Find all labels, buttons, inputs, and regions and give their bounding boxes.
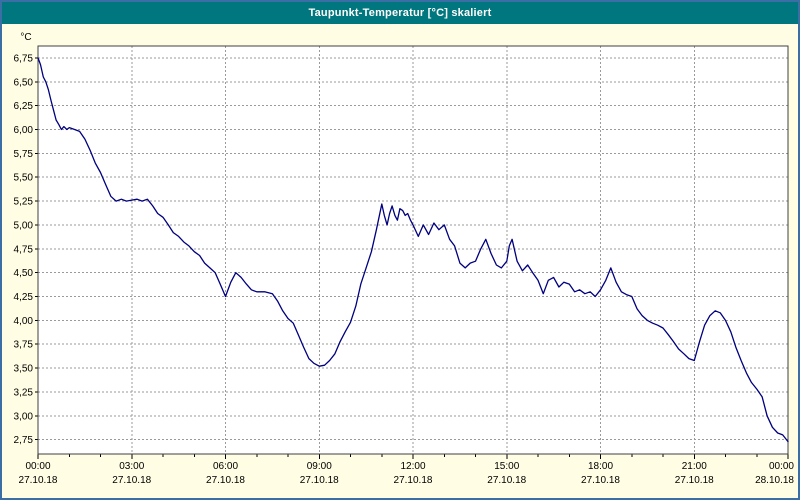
svg-text:5,00: 5,00 <box>14 220 34 231</box>
svg-text:15:00: 15:00 <box>494 461 519 472</box>
svg-text:5,25: 5,25 <box>14 197 34 208</box>
svg-text:27.10.18: 27.10.18 <box>675 475 714 486</box>
svg-text:00:00: 00:00 <box>25 461 50 472</box>
svg-text:3,50: 3,50 <box>14 364 34 375</box>
svg-text:6,25: 6,25 <box>14 101 34 112</box>
grid-lines <box>38 46 788 454</box>
svg-text:6,50: 6,50 <box>14 77 34 88</box>
svg-text:3,75: 3,75 <box>14 340 34 351</box>
svg-text:6,75: 6,75 <box>14 53 34 64</box>
svg-text:4,50: 4,50 <box>14 268 34 279</box>
svg-text:27.10.18: 27.10.18 <box>487 475 526 486</box>
svg-text:28.10.18: 28.10.18 <box>755 475 794 486</box>
svg-text:18:00: 18:00 <box>588 461 613 472</box>
svg-text:27.10.18: 27.10.18 <box>394 475 433 486</box>
svg-text:27.10.18: 27.10.18 <box>581 475 620 486</box>
svg-text:06:00: 06:00 <box>213 461 238 472</box>
svg-text:27.10.18: 27.10.18 <box>206 475 245 486</box>
svg-text:5,75: 5,75 <box>14 149 34 160</box>
axis-ticks <box>35 57 789 459</box>
svg-text:09:00: 09:00 <box>307 461 332 472</box>
svg-text:6,00: 6,00 <box>14 125 34 136</box>
svg-text:00:00: 00:00 <box>769 461 794 472</box>
plot-border <box>37 45 789 455</box>
chart-title-bar: Taupunkt-Temperatur [°C] skaliert <box>2 2 798 24</box>
svg-text:27.10.18: 27.10.18 <box>300 475 339 486</box>
svg-text:3,25: 3,25 <box>14 387 34 398</box>
axis-labels: °C 6,75 6,50 6,25 6,00 5,75 5,50 5,25 5,00 4,75 4,… <box>14 32 795 486</box>
svg-text:5,50: 5,50 <box>14 173 34 184</box>
svg-text:°C: °C <box>20 32 31 43</box>
svg-text:27.10.18: 27.10.18 <box>112 475 151 486</box>
svg-text:4,00: 4,00 <box>14 316 34 327</box>
svg-text:21:00: 21:00 <box>682 461 707 472</box>
svg-text:12:00: 12:00 <box>400 461 425 472</box>
svg-text:4,75: 4,75 <box>14 244 34 255</box>
chart-host: °C 6,75 6,50 6,25 6,00 5,75 5,50 5,25 5,00 4,75 4,… <box>2 24 798 498</box>
svg-text:3,00: 3,00 <box>14 411 34 422</box>
svg-text:03:00: 03:00 <box>119 461 144 472</box>
svg-text:27.10.18: 27.10.18 <box>19 475 58 486</box>
svg-text:2,75: 2,75 <box>14 435 34 446</box>
series-line-taupunkt-temperatur <box>37 57 789 443</box>
svg-text:4,25: 4,25 <box>14 292 34 303</box>
dew-point-line-chart: °C 6,75 6,50 6,25 6,00 5,75 5,50 5,25 5,00 4,75 4,… <box>14 32 795 486</box>
